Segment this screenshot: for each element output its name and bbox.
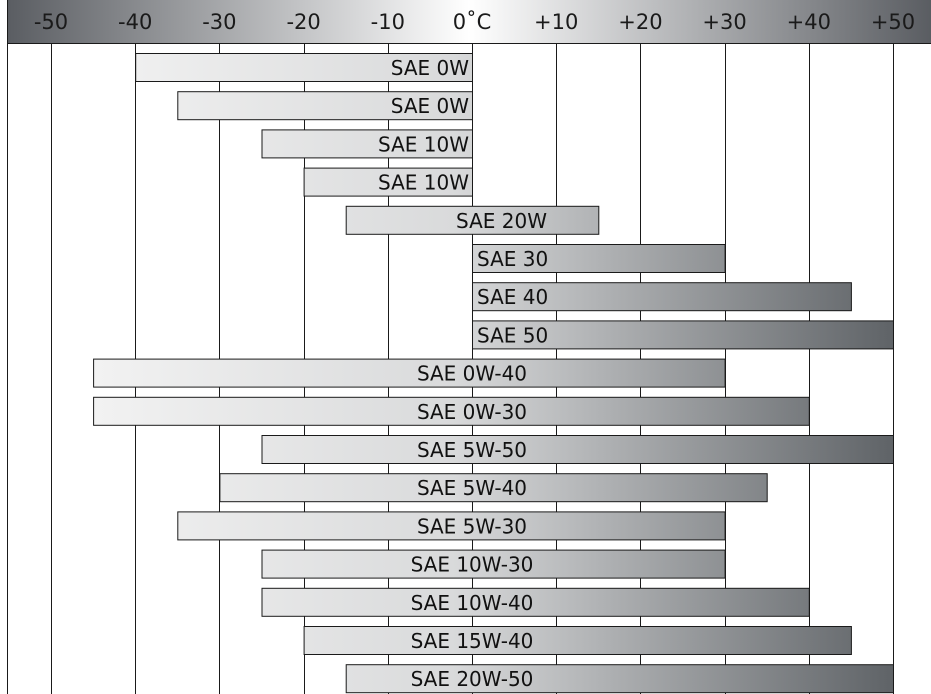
bar-label: SAE 10W — [378, 132, 469, 156]
range-bar — [472, 320, 894, 350]
bar-label: SAE 50 — [477, 323, 548, 347]
range-bar — [261, 587, 810, 617]
range-bar — [345, 664, 894, 694]
bar-label: SAE 0W — [391, 94, 469, 118]
bar-label: SAE 30 — [477, 247, 548, 271]
bar-label: SAE 20W-50 — [411, 667, 534, 691]
range-bar — [345, 205, 600, 235]
x-tick-label: -30 — [202, 10, 236, 34]
range-bar — [177, 91, 474, 121]
range-bar — [303, 167, 473, 197]
range-bar — [219, 473, 768, 503]
x-tick-label: -10 — [371, 10, 405, 34]
range-bar — [472, 282, 852, 312]
x-tick-label: +50 — [871, 10, 915, 34]
x-tick-label: +10 — [534, 10, 578, 34]
bar-label: SAE 20W — [456, 209, 547, 233]
temperature-header-band — [7, 0, 931, 43]
bar-label: SAE 0W — [391, 56, 469, 80]
x-tick-label: -40 — [118, 10, 152, 34]
bars: SAE 0W SAE 0W SAE 10W SAE 10W SAE 20W SAE 30 S… — [93, 53, 894, 694]
range-bar — [261, 549, 726, 579]
range-bar — [261, 435, 894, 464]
range-bar — [135, 53, 473, 82]
bar-label: SAE 10W-40 — [411, 591, 534, 615]
x-tick-label: -20 — [286, 10, 320, 34]
bar-label: SAE 5W-30 — [417, 514, 527, 538]
x-axis-ticks: -50 -40 -30 -20 -10 0˚C +10 +20 +30 +40 +50 — [34, 10, 915, 34]
range-bar — [93, 358, 726, 388]
bar-label: SAE 10W — [378, 171, 469, 195]
bar-label: SAE 40 — [477, 285, 548, 309]
range-bar — [261, 129, 473, 159]
x-tick-label: 0˚C — [453, 10, 492, 34]
bar-label: SAE 0W-30 — [417, 400, 527, 424]
bar-label: SAE 5W-50 — [417, 438, 527, 462]
x-tick-label: +30 — [702, 10, 746, 34]
x-tick-label: -50 — [34, 10, 68, 34]
bar-label: SAE 15W-40 — [411, 629, 534, 653]
x-tick-label: +20 — [618, 10, 662, 34]
range-bar — [303, 626, 852, 655]
x-tick-label: +40 — [787, 10, 831, 34]
range-bar — [472, 244, 726, 273]
bar-label: SAE 10W-30 — [411, 553, 534, 577]
bar-label: SAE 0W-40 — [417, 362, 527, 386]
range-bar — [177, 511, 726, 541]
range-bar — [93, 396, 810, 426]
bar-label: SAE 5W-40 — [417, 476, 527, 500]
